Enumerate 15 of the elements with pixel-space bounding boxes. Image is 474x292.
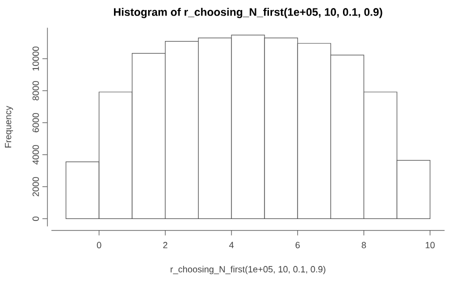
x-tick-label: 6 [296, 242, 300, 248]
x-tick-label: 4 [229, 242, 234, 248]
y-tick-label: 8000 [32, 81, 39, 100]
y-tick-label: 2000 [32, 177, 39, 196]
y-tick-label: 6000 [32, 113, 39, 132]
x-tick-label: 8 [362, 242, 366, 248]
y-tick-label: 0 [32, 216, 39, 221]
x-tick-label: 10 [426, 242, 435, 248]
y-tick-label: 10000 [32, 46, 39, 71]
chart-title: Histogram of r_choosing_N_first(1e+05, 10, 0.1, 0.9) [114, 8, 382, 18]
x-axis-title: r_choosing_N_first(1e+05, 10, 0.1, 0.9) [170, 266, 326, 274]
x-tick-label: 2 [163, 242, 168, 248]
y-axis-title: Frequency [4, 106, 14, 148]
y-tick-label: 4000 [32, 145, 39, 164]
x-tick-label: 0 [96, 242, 102, 248]
